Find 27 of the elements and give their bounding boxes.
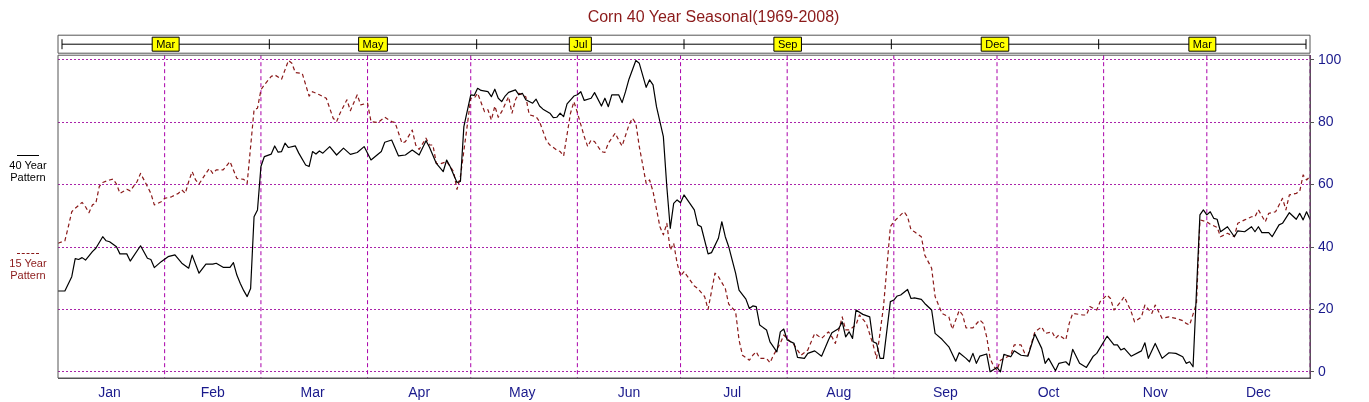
x-tick-label: Dec bbox=[1245, 384, 1271, 401]
text: Sep bbox=[777, 37, 798, 50]
legend-label: 15 Year Pattern bbox=[8, 257, 48, 281]
x-tick-label: Oct bbox=[1037, 384, 1060, 401]
text: Mar bbox=[1192, 37, 1213, 50]
text: May bbox=[362, 37, 384, 50]
text: Mar bbox=[156, 37, 176, 50]
y-tick-label: 80 bbox=[1318, 113, 1334, 130]
chart-title: Corn 40 Year Seasonal(1969-2008) bbox=[587, 8, 840, 26]
x-tick-label: Aug bbox=[826, 384, 852, 401]
y-tick-label: 20 bbox=[1318, 300, 1334, 317]
y-tick-label: 40 bbox=[1318, 237, 1334, 254]
x-tick-label: Apr bbox=[408, 384, 431, 401]
x-tick-label: Feb bbox=[200, 384, 226, 401]
x-tick-label: May bbox=[509, 384, 536, 401]
legend-label: 40 Year Pattern bbox=[8, 159, 48, 183]
x-tick-label: Jan bbox=[98, 384, 121, 401]
x-tick-label: Mar bbox=[300, 384, 325, 401]
text: Jul bbox=[573, 37, 588, 50]
x-tick-label: Jun bbox=[617, 384, 641, 401]
x-tick-label: Nov bbox=[1142, 384, 1168, 401]
x-tick-label: Sep bbox=[932, 384, 959, 401]
y-tick-label: 60 bbox=[1318, 175, 1334, 192]
x-tick-label: Jul bbox=[723, 384, 742, 401]
y-tick-label: 0 bbox=[1318, 362, 1326, 379]
y-tick-label: 100 bbox=[1318, 50, 1342, 67]
text: Dec bbox=[985, 37, 1006, 50]
